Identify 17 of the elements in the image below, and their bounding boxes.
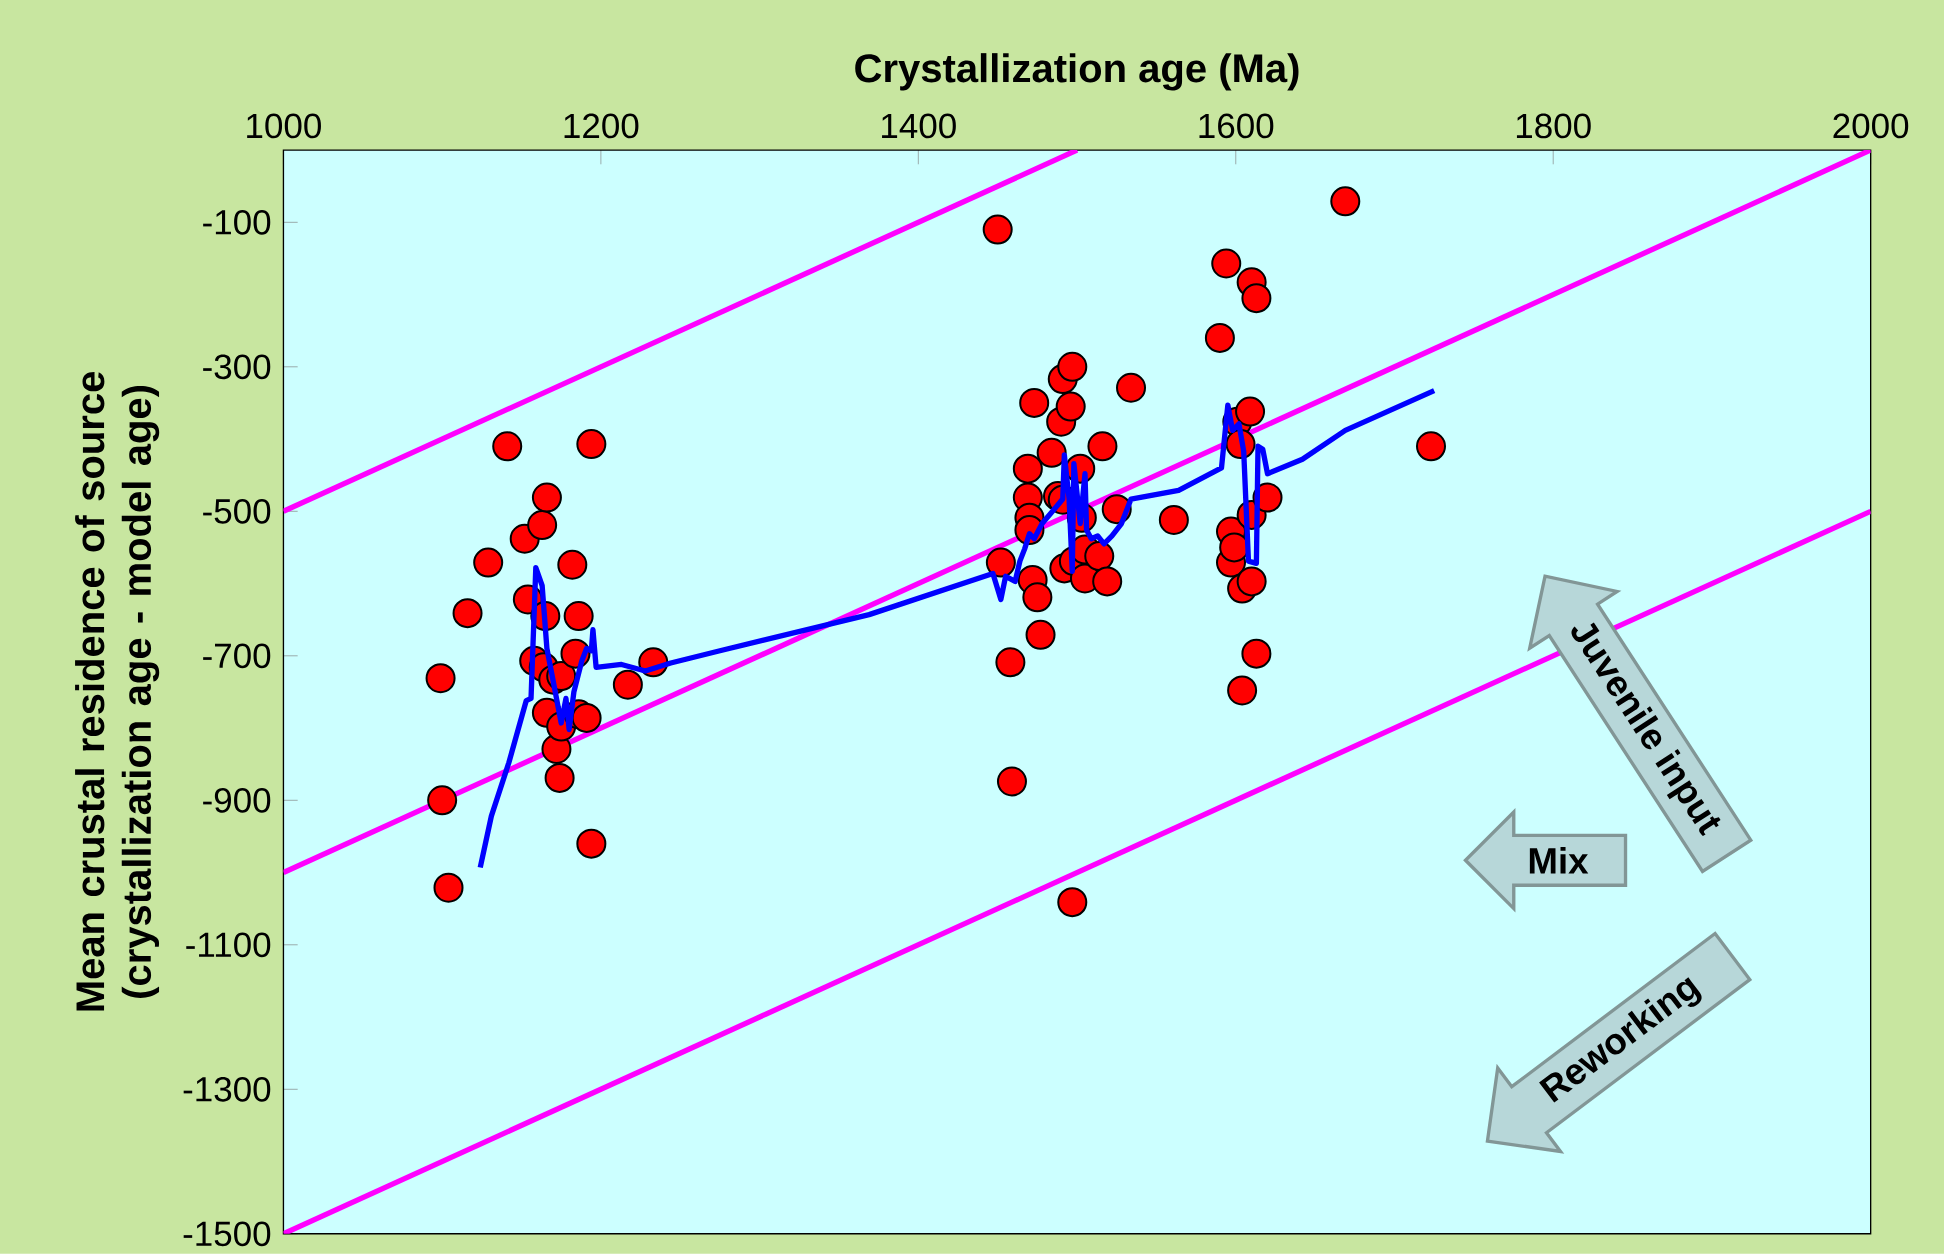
y-tick-label: -1500 [183,1221,271,1247]
y-tick-label: -900 [203,788,271,813]
y-tick-label: -700 [203,643,271,669]
y-tick-label: -1300 [183,1077,271,1102]
y-tick-label: -300 [203,354,271,380]
x-tick-label: 1200 [564,113,639,139]
x-tick-label: 2000 [1833,113,1909,139]
x-axis-title: Crystallization age (Ma) [855,53,1299,91]
y-axis-title: Mean crustal residence of source (crystallization age - model age) [75,372,160,1011]
y-tick-label: -500 [203,499,271,524]
y-tick-label: -1100 [186,932,271,958]
x-tick-label: 1600 [1199,113,1274,139]
x-tick-label: 1000 [247,113,321,139]
x-tick-label: 1400 [882,113,956,139]
y-tick-label: -100 [203,210,271,235]
annotation: Mix [1529,847,1589,874]
x-tick-label: 1800 [1516,113,1591,139]
